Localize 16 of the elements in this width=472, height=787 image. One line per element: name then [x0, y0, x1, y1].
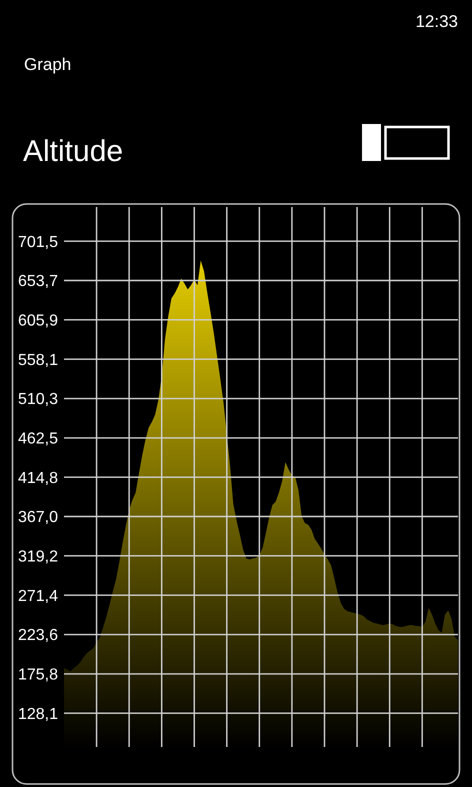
y-tick-label: 701,5: [18, 234, 58, 251]
y-tick-label: 367,0: [18, 509, 58, 526]
y-tick-label: 319,2: [18, 548, 58, 566]
y-tick-label: 271,4: [18, 588, 58, 605]
chart-title: Altitude: [23, 135, 124, 168]
y-tick-label: 653,7: [18, 273, 58, 290]
text: 12:33: [415, 12, 458, 31]
text: Graph: [24, 55, 72, 74]
y-tick-label: 558,1: [18, 352, 58, 369]
y-tick-label: 414,8: [18, 470, 58, 487]
y-tick-label: 128,1: [18, 706, 58, 723]
y-tick-label: 462,5: [18, 430, 58, 448]
y-tick-label: 223,6: [18, 627, 58, 644]
y-tick-label: 175,8: [18, 666, 58, 684]
y-tick-label: 605,9: [18, 312, 58, 330]
y-tick-label: 510,3: [18, 391, 58, 408]
